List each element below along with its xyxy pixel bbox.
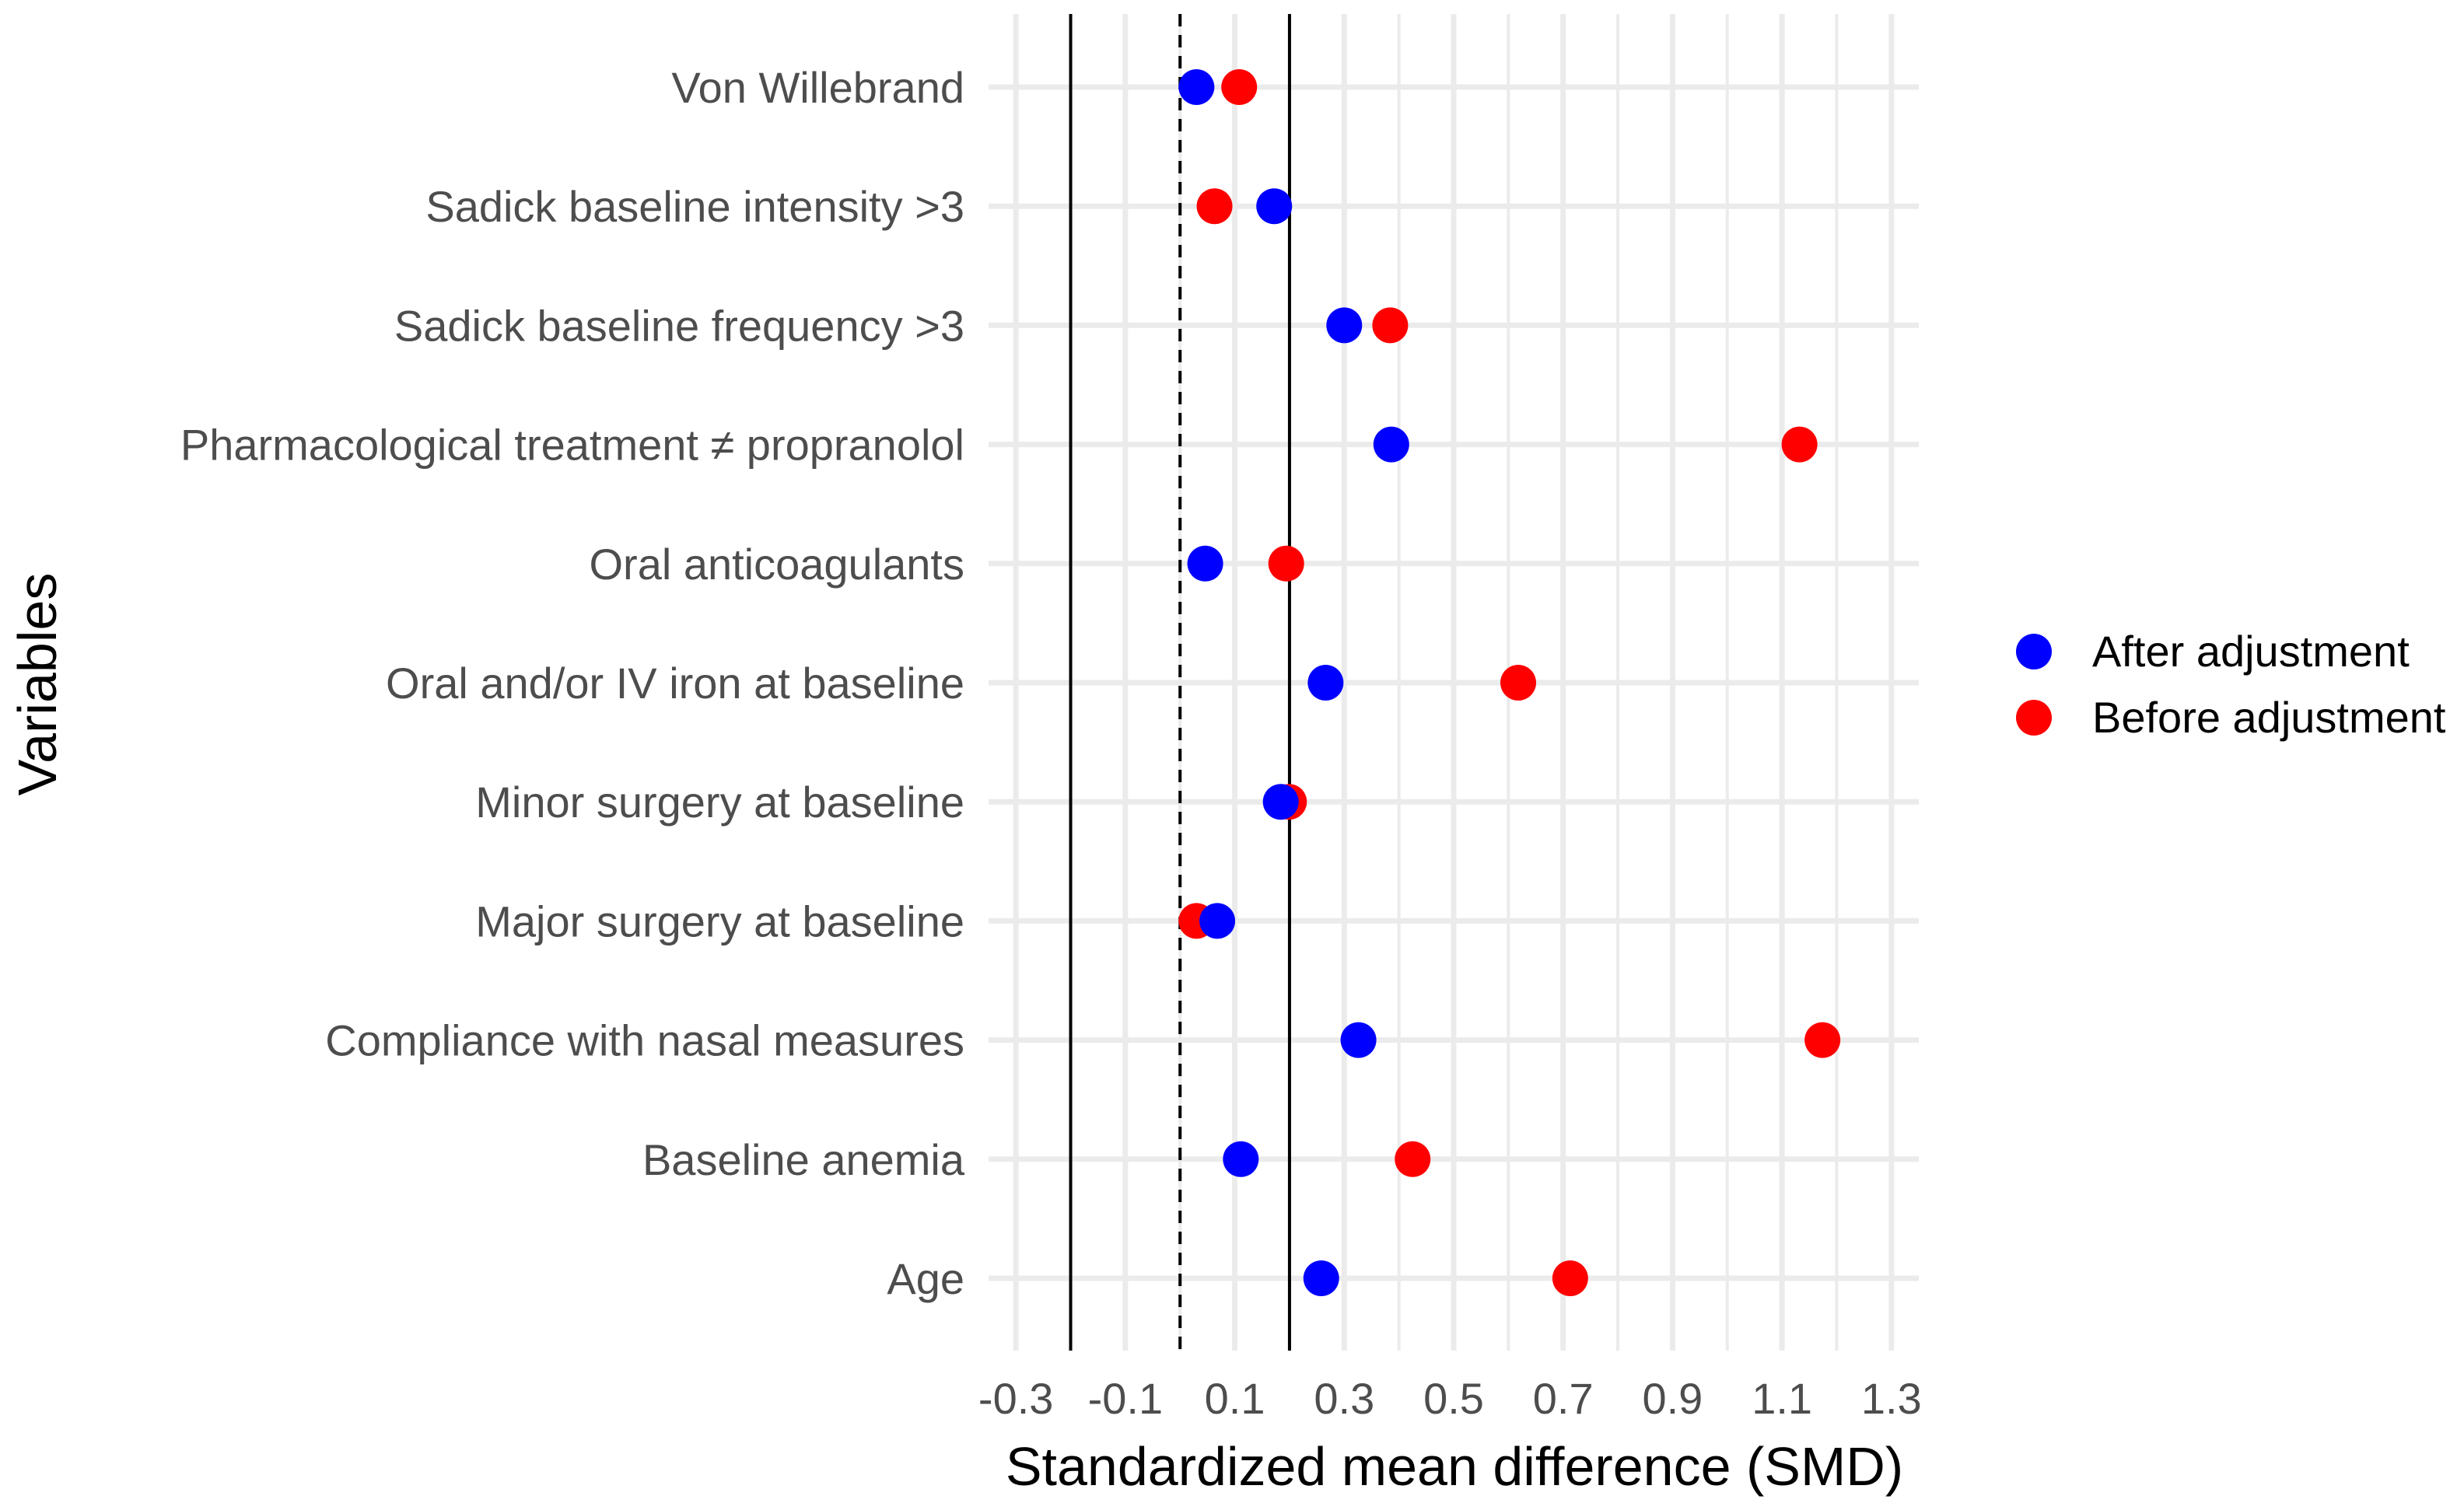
y-tick-labels: Von Willebrand Sadick baseline intensity … <box>180 63 965 1303</box>
point-after-adjustment <box>1187 545 1223 582</box>
point-before-adjustment <box>1781 426 1818 463</box>
grid-lines <box>989 14 1919 1351</box>
x-tick-label: 0.3 <box>1314 1374 1374 1423</box>
y-tick-label: Sadick baseline frequency >3 <box>394 301 964 350</box>
y-tick-label: Sadick baseline intensity >3 <box>425 182 964 231</box>
y-axis-title: Variables <box>7 573 68 796</box>
y-tick-label: Compliance with nasal measures <box>325 1016 964 1065</box>
y-tick-label: Age <box>887 1254 964 1303</box>
legend-swatch-after <box>2016 634 2052 669</box>
legend-label-before: Before adjustment <box>2092 693 2446 742</box>
point-after-adjustment <box>1223 1141 1259 1177</box>
y-tick-label: Oral anticoagulants <box>589 540 964 589</box>
x-tick-label: 0.7 <box>1533 1374 1594 1423</box>
point-after-adjustment <box>1340 1022 1377 1058</box>
point-before-adjustment <box>1196 188 1233 225</box>
x-tick-label: 1.3 <box>1861 1374 1922 1423</box>
x-tick-label: 0.5 <box>1423 1374 1484 1423</box>
x-tick-label: -0.1 <box>1088 1374 1164 1423</box>
y-tick-label: Von Willebrand <box>671 63 964 112</box>
point-before-adjustment <box>1500 665 1537 701</box>
point-after-adjustment <box>1199 903 1236 939</box>
point-before-adjustment <box>1552 1260 1588 1296</box>
point-before-adjustment <box>1395 1141 1431 1177</box>
point-after-adjustment <box>1373 426 1409 463</box>
point-after-adjustment <box>1307 665 1344 701</box>
point-before-adjustment <box>1221 69 1258 105</box>
point-after-adjustment <box>1262 784 1299 820</box>
y-tick-label: Minor surgery at baseline <box>475 778 964 827</box>
legend: After adjustment Before adjustment <box>2016 627 2446 742</box>
x-tick-label: 1.1 <box>1752 1374 1812 1423</box>
legend-swatch-before <box>2016 700 2052 736</box>
x-tick-labels: -0.3 -0.1 0.1 0.3 0.5 0.7 0.9 1.1 1.3 <box>978 1374 1922 1423</box>
point-after-adjustment <box>1303 1260 1339 1296</box>
point-after-adjustment <box>1326 307 1363 344</box>
x-tick-label: -0.3 <box>978 1374 1054 1423</box>
point-before-adjustment <box>1804 1022 1841 1058</box>
point-before-adjustment <box>1268 545 1304 582</box>
x-tick-label: 0.1 <box>1205 1374 1265 1423</box>
y-tick-label: Baseline anemia <box>642 1135 965 1184</box>
point-after-adjustment <box>1178 69 1215 105</box>
y-tick-label: Oral and/or IV iron at baseline <box>386 659 964 708</box>
point-before-adjustment <box>1372 307 1409 344</box>
data-points <box>1178 69 1841 1296</box>
y-tick-label: Pharmacological treatment ≠ propranolol <box>180 421 964 470</box>
point-after-adjustment <box>1256 188 1293 225</box>
legend-label-after: After adjustment <box>2092 627 2410 676</box>
x-axis-title: Standardized mean difference (SMD) <box>1006 1436 1903 1497</box>
x-tick-label: 0.9 <box>1642 1374 1703 1423</box>
y-tick-label: Major surgery at baseline <box>475 897 964 945</box>
reference-lines <box>1069 14 1291 1351</box>
